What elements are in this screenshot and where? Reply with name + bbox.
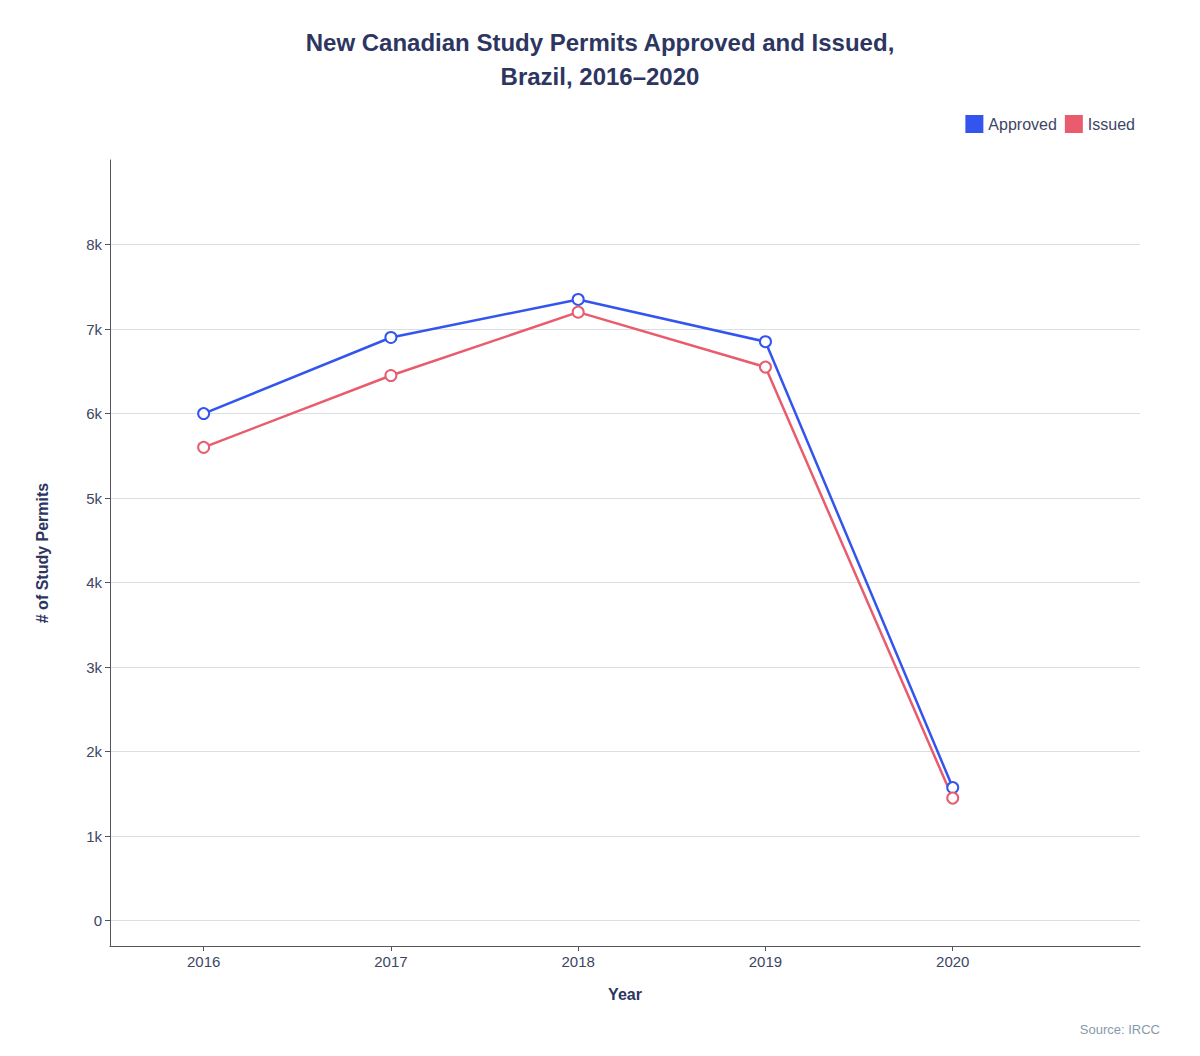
svg-text:2020: 2020 [936,953,969,970]
svg-text:1k: 1k [86,828,102,845]
svg-text:Source: IRCC: Source: IRCC [1080,1022,1160,1037]
svg-text:4k: 4k [86,574,102,591]
svg-text:2016: 2016 [187,953,220,970]
svg-text:2017: 2017 [374,953,407,970]
svg-text:New Canadian Study Permits App: New Canadian Study Permits Approved and … [306,29,895,56]
svg-text:2019: 2019 [749,953,782,970]
svg-text:0: 0 [94,912,102,929]
svg-text:Brazil, 2016–2020: Brazil, 2016–2020 [501,63,700,90]
svg-text:2018: 2018 [561,953,594,970]
svg-text:5k: 5k [86,490,102,507]
svg-text:7k: 7k [86,321,102,338]
svg-text:Issued: Issued [1088,116,1135,133]
svg-text:Approved: Approved [988,116,1057,133]
svg-text:3k: 3k [86,659,102,676]
svg-text:Year: Year [608,986,642,1003]
svg-text:2k: 2k [86,743,102,760]
svg-text:8k: 8k [86,236,102,253]
svg-text:# of Study Permits: # of Study Permits [34,483,51,624]
svg-text:6k: 6k [86,405,102,422]
